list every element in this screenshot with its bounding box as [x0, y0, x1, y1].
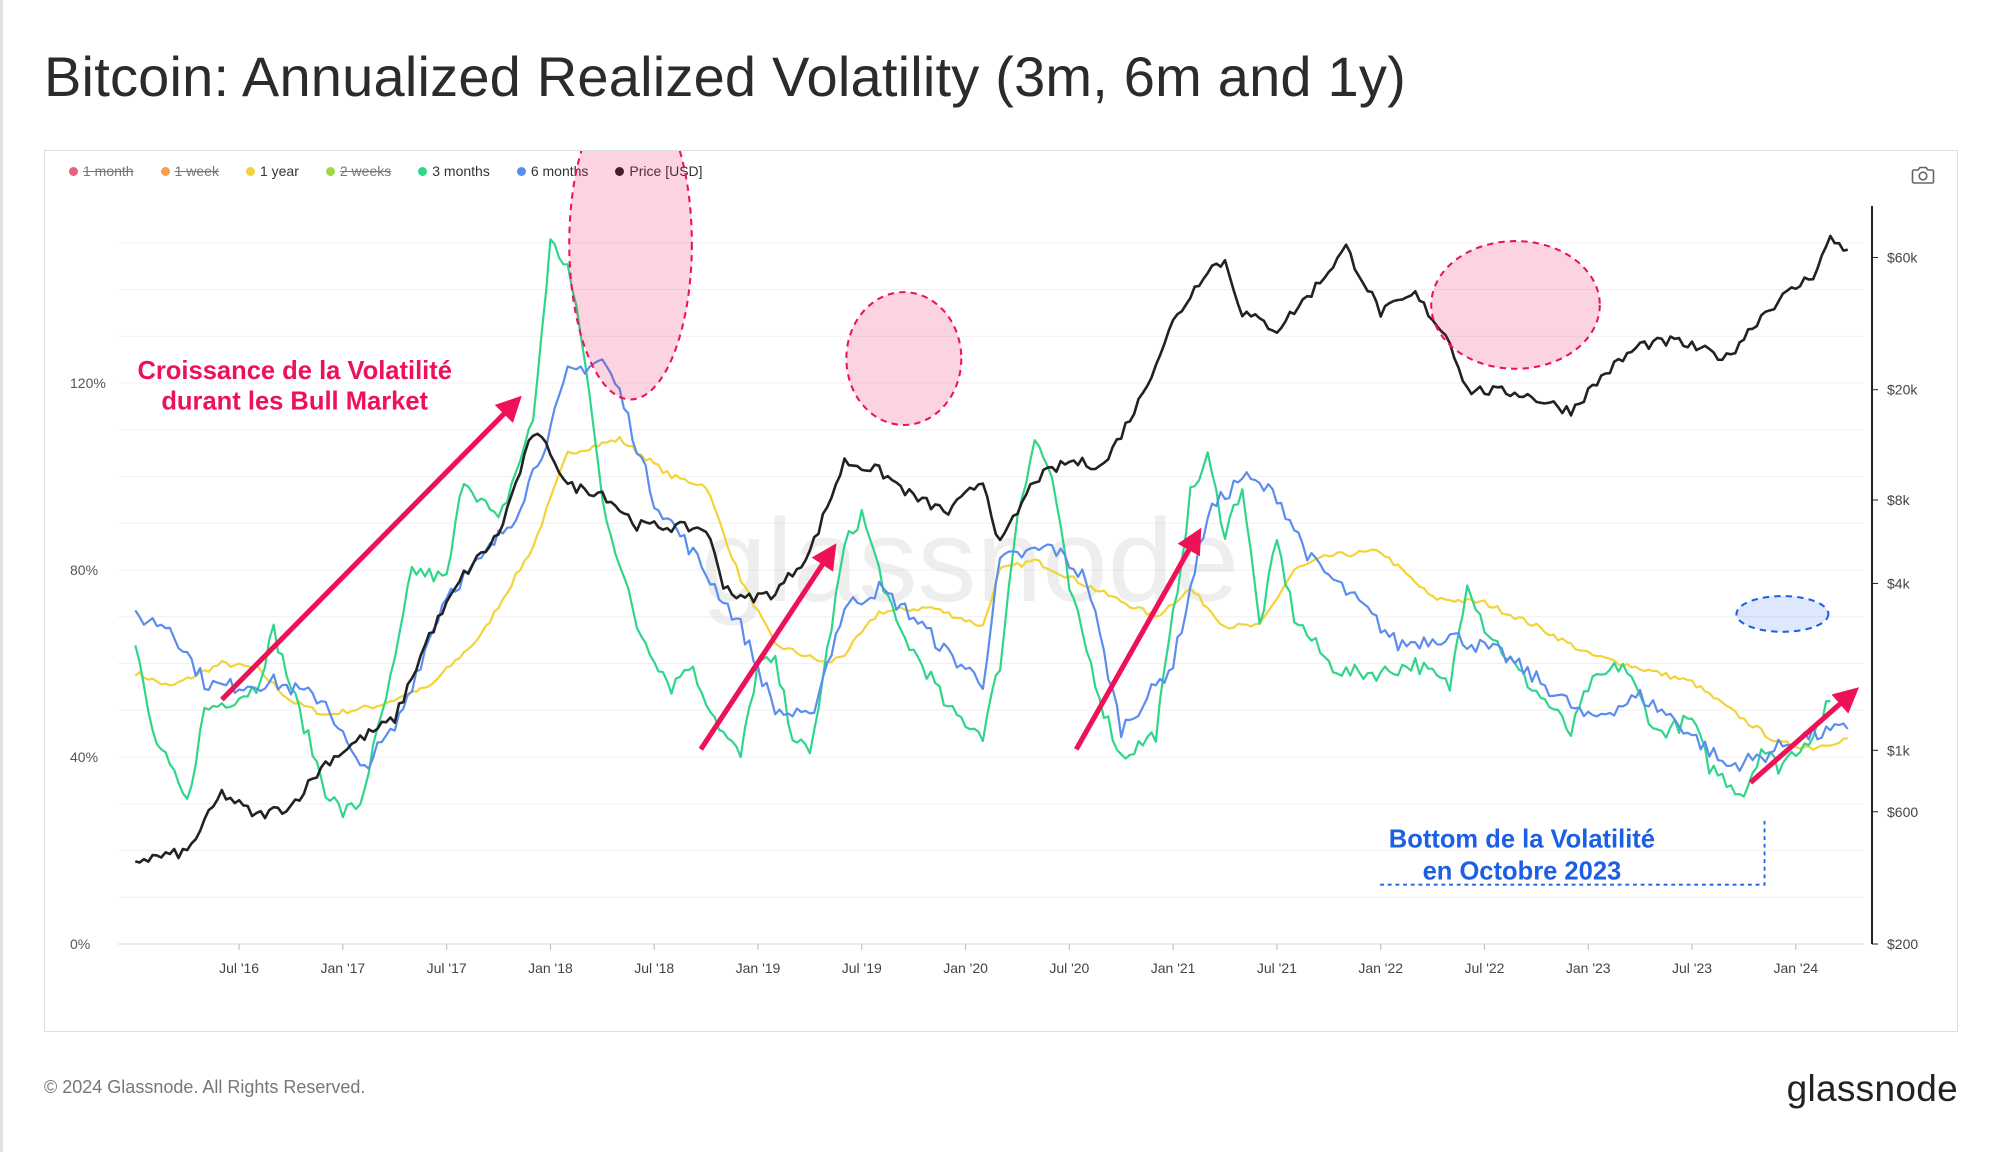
x-tick-label: Jan '17 — [321, 960, 366, 976]
legend-dot-icon — [516, 166, 526, 176]
watermark-text: glassnode — [701, 495, 1239, 627]
annotation-bottom-line1: Bottom de la Volatilité — [1389, 826, 1655, 854]
y-right-tick-label: $4k — [1887, 575, 1911, 591]
highlight-ellipse-2018 — [568, 151, 693, 401]
y-right-tick-label: $60k — [1887, 249, 1918, 265]
camera-icon[interactable] — [1911, 165, 1935, 185]
legend-item-1-month[interactable]: 1 month — [69, 163, 134, 179]
legend-label: 2 weeks — [339, 163, 392, 179]
arrow-bull-2024 — [1748, 687, 1860, 785]
chart-area: glassnode 0% 40% 80% 120% $200 $600 $1k $4k $8k $… — [70, 151, 1918, 976]
y-left-tick-label: 0% — [70, 936, 90, 952]
series-line-3-months — [134, 238, 1831, 819]
x-tick-label: Jul '17 — [427, 960, 467, 976]
legend-item-1-week[interactable]: 1 week — [160, 163, 219, 179]
highlight-ellipse-2021 — [1430, 240, 1601, 370]
x-tick-label: Jan '24 — [1773, 960, 1818, 976]
y-right-tick-label: $200 — [1887, 936, 1918, 952]
annotation-bottom-leader — [1380, 820, 1766, 886]
legend-dot-icon — [160, 166, 170, 176]
page-title: Bitcoin: Annualized Realized Volatility … — [44, 45, 1406, 108]
legend-label: 1 week — [174, 163, 219, 179]
x-tick-label: Jul '18 — [634, 960, 674, 976]
legend-dot-icon — [418, 166, 428, 176]
x-tick-label: Jul '21 — [1257, 960, 1297, 976]
x-tick-label: Jul '23 — [1672, 960, 1712, 976]
legend-item-2-weeks[interactable]: 2 weeks — [325, 163, 392, 179]
y-right-tick-label: $1k — [1887, 742, 1911, 758]
axis-layer: 0% 40% 80% 120% $200 $600 $1k $4k $8k $20k $60k Jul… — [70, 206, 1918, 976]
x-tick-label: Jan '19 — [736, 960, 781, 976]
page-edge — [0, 0, 3, 1152]
legend-label: 3 months — [432, 163, 490, 179]
glassnode-logo[interactable]: glassnode — [1786, 1068, 1958, 1109]
legend-item-1-year[interactable]: 1 year — [245, 163, 299, 179]
legend-dot-icon — [325, 166, 335, 176]
x-tick-label: Jul '19 — [842, 960, 882, 976]
x-tick-label: Jan '18 — [528, 960, 573, 976]
arrow-bull-2020 — [1074, 527, 1202, 751]
x-tick-label: Jul '16 — [219, 960, 259, 976]
annotation-bull-line1: Croissance de la Volatilité — [137, 357, 452, 385]
y-right-tick-label: $20k — [1887, 382, 1918, 398]
y-right-tick-label: $8k — [1887, 492, 1911, 508]
footer-copyright: © 2024 Glassnode. All Rights Reserved. — [44, 1077, 366, 1097]
annotation-layer: Croissance de la Volatilité durant les Bu… — [137, 151, 1860, 886]
x-tick-label: Jul '22 — [1464, 960, 1504, 976]
legend-label: 1 year — [259, 163, 299, 179]
y-left-tick-label: 40% — [70, 749, 98, 765]
highlight-ellipse-bottom-2023 — [1735, 595, 1830, 633]
arrow-bull-2017 — [220, 395, 522, 702]
x-tick-label: Jan '23 — [1566, 960, 1611, 976]
y-left-tick-label: 80% — [70, 562, 98, 578]
legend-dot-icon — [69, 166, 78, 176]
annotation-bottom-line2: en Octobre 2023 — [1423, 858, 1622, 886]
legend-label: 1 month — [83, 163, 134, 179]
series-line-price-usd- — [134, 234, 1848, 864]
legend-dot-icon — [245, 166, 255, 176]
chart-frame: 1 month 1 week 1 year 2 weeks 3 months 6… — [44, 150, 1958, 1032]
legend-dot-icon — [615, 166, 625, 176]
series-line-6-months — [134, 358, 1849, 773]
arrow-bull-2019 — [698, 543, 837, 751]
legend: 1 month 1 week 1 year 2 weeks 3 months 6… — [69, 163, 730, 179]
series-layer — [134, 234, 1849, 864]
x-tick-label: Jan '22 — [1358, 960, 1403, 976]
annotation-bull-line2: durant les Bull Market — [161, 388, 428, 416]
legend-item-6-months[interactable]: 6 months — [516, 163, 589, 179]
legend-label: 6 months — [530, 163, 589, 179]
series-line-1-year — [134, 435, 1848, 751]
y-left-tick-label: 120% — [70, 375, 106, 391]
x-tick-label: Jan '21 — [1151, 960, 1196, 976]
x-tick-label: Jul '20 — [1049, 960, 1089, 976]
highlight-ellipse-2019 — [845, 291, 963, 426]
legend-item-3-months[interactable]: 3 months — [418, 163, 490, 179]
x-tick-label: Jan '20 — [943, 960, 988, 976]
y-right-tick-label: $600 — [1887, 804, 1918, 820]
